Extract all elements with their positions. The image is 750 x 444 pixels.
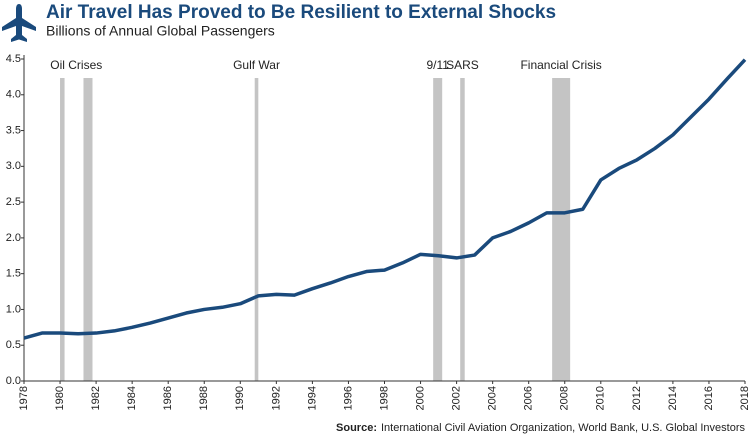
x-tick-label: 2006: [523, 386, 535, 410]
y-tick-label: 2.0: [6, 232, 21, 244]
event-band: [60, 78, 65, 381]
x-tick-label: 2018: [739, 386, 750, 410]
x-tick-label: 1998: [378, 386, 390, 410]
y-tick-label: 4.0: [6, 89, 21, 101]
y-tick-label: 3.5: [6, 124, 21, 136]
x-tick-label: 2010: [595, 386, 607, 410]
data-line: [23, 58, 747, 340]
x-tick-label: 2000: [414, 386, 426, 410]
x-tick-label: 1988: [198, 386, 210, 410]
event-band: [83, 78, 93, 381]
x-tick-label: 1978: [18, 386, 30, 410]
event-label: SARS: [446, 58, 479, 72]
event-band: [433, 78, 443, 381]
x-tick-label: 2008: [559, 386, 571, 410]
x-tick-label: 2016: [703, 386, 715, 410]
x-tick-label: 1984: [126, 386, 138, 410]
event-label: Oil Crises: [50, 58, 102, 72]
event-band: [552, 78, 571, 381]
chart-subtitle: Billions of Annual Global Passengers: [46, 23, 275, 39]
x-tick-label: 1990: [234, 386, 246, 410]
x-tick-label: 1996: [342, 386, 354, 410]
source: Source: International Civil Aviation Orga…: [336, 422, 745, 434]
y-tick-label: 1.0: [6, 303, 21, 315]
y-tick-label: 0.5: [6, 339, 21, 351]
event-band: [460, 78, 465, 381]
y-tick-label: 2.5: [6, 196, 21, 208]
event-band: [254, 78, 259, 381]
x-tick-label: 1982: [90, 386, 102, 410]
y-tick-label: 4.5: [6, 53, 21, 65]
x-tick-label: 2012: [631, 386, 643, 410]
source-label: Source:: [336, 422, 377, 434]
y-tick-label: 3.0: [6, 160, 21, 172]
x-tick-label: 1994: [306, 386, 318, 410]
event-label: Financial Crisis: [520, 58, 601, 72]
x-tick-label: 2004: [487, 386, 499, 410]
x-tick-label: 1980: [54, 386, 66, 410]
source-text: International Civil Aviation Organizatio…: [381, 422, 745, 434]
x-tick-label: 2014: [667, 386, 679, 410]
chart-title: Air Travel Has Proved to Be Resilient to…: [46, 2, 556, 23]
event-label: Gulf War: [233, 58, 280, 72]
x-tick-label: 2002: [451, 386, 463, 410]
y-tick-label: 0.0: [6, 375, 21, 387]
plane-icon: [2, 4, 36, 42]
y-tick-label: 1.5: [6, 268, 21, 280]
x-tick-label: 1986: [162, 386, 174, 410]
x-tick-label: 1992: [270, 386, 282, 410]
event-label: 9/11: [426, 58, 449, 72]
